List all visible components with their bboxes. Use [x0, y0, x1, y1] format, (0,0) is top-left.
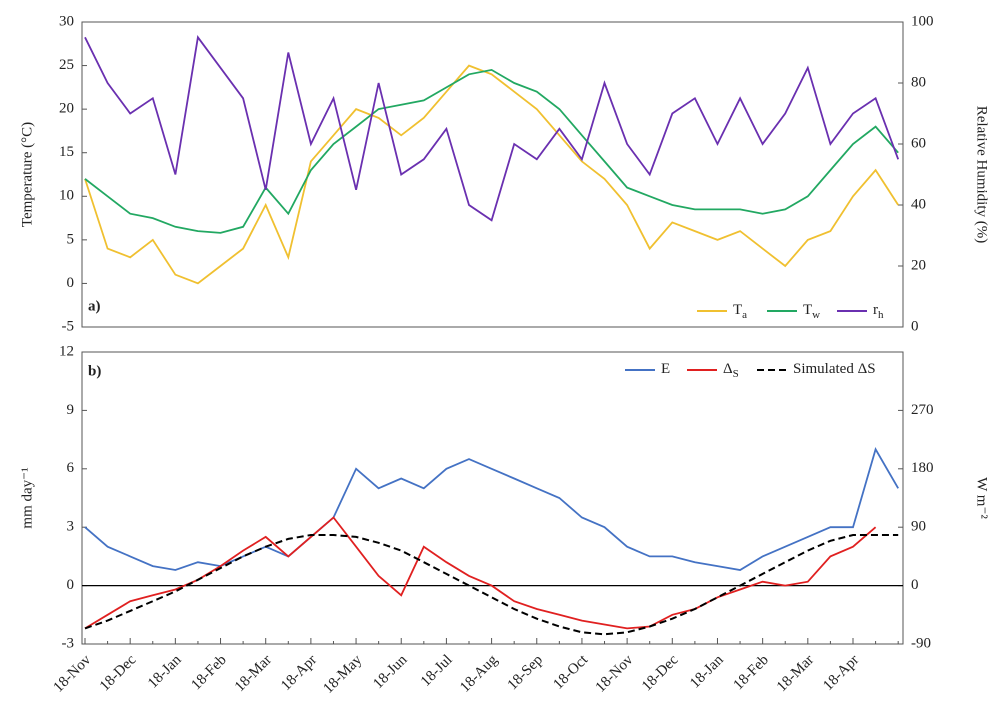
y-tick-label: 0 [67, 275, 75, 291]
series-line [84, 35, 900, 222]
legend-text: Δ [723, 361, 733, 377]
y-tick-label: 25 [59, 57, 74, 73]
y2-tick-label: 0 [911, 318, 919, 334]
x-tick-label: 18-May [320, 652, 365, 697]
panel-label: a) [88, 298, 101, 314]
y2-axis-label: Relative Humidity (%) [974, 106, 988, 243]
x-tick-label: 18-Jan [145, 652, 185, 692]
legend-text: Simulated ΔS [793, 361, 876, 377]
series-line [84, 64, 899, 285]
legend-text: T [733, 302, 742, 318]
legend-text: r [873, 302, 878, 318]
y-axis-label: Temperature (°C) [19, 122, 35, 227]
x-tick-label: 18-Nov [593, 652, 637, 696]
y-tick-label: 15 [59, 144, 74, 160]
legend-label: rh [873, 302, 884, 320]
y2-tick-label: 80 [911, 74, 926, 90]
x-tick-label: 18-Mar [774, 652, 817, 695]
legend-label: Ta [733, 302, 747, 320]
y-tick-label: -5 [62, 318, 75, 334]
y2-axis-label: W m⁻² [974, 477, 988, 519]
legend-label: E [661, 361, 670, 377]
panel-label: b) [88, 363, 101, 379]
y2-tick-label: 20 [911, 257, 926, 273]
x-tick-label: 18-Nov [51, 652, 95, 696]
x-tick-label: 18-Feb [731, 652, 772, 693]
plot-frame [81, 21, 904, 328]
legend-subscript: S [733, 368, 739, 380]
x-tick-label: 18-Oct [550, 651, 591, 692]
legend-label: ΔS [723, 361, 739, 379]
y2-tick-label: 100 [911, 13, 934, 29]
plot-frame [81, 351, 904, 645]
legend-text: E [661, 361, 670, 377]
x-tick-label: 18-Aug [457, 652, 501, 696]
series-line [84, 68, 899, 234]
x-tick-label: 18-Mar [232, 652, 275, 695]
y2-tick-label: 0 [911, 577, 919, 593]
y-tick-label: 5 [67, 231, 75, 247]
y-tick-label: 30 [59, 13, 74, 29]
legend-subscript: h [878, 309, 884, 321]
legend-subscript: a [742, 309, 747, 321]
y2-tick-label: 60 [911, 135, 926, 151]
legend-text: T [803, 302, 812, 318]
y2-tick-label: 40 [911, 196, 926, 212]
legend-subscript: w [812, 309, 820, 321]
y2-tick-label: 90 [911, 519, 926, 535]
x-tick-label: 18-Apr [820, 652, 862, 694]
legend-label: Tw [803, 302, 820, 320]
y-tick-label: 10 [59, 188, 74, 204]
y2-tick-label: 180 [911, 460, 934, 476]
y-tick-label: 6 [67, 460, 75, 476]
y-tick-label: 20 [59, 101, 74, 117]
series-line [84, 516, 877, 630]
x-tick-label: 18-Apr [278, 652, 320, 694]
x-tick-label: 18-Dec [97, 652, 140, 695]
y-tick-label: -3 [62, 635, 75, 651]
x-tick-label: 18-Dec [639, 652, 682, 695]
series-line [84, 447, 899, 571]
y-tick-label: 3 [67, 519, 75, 535]
series-line [84, 534, 899, 636]
x-tick-label: 18-Jul [418, 652, 456, 690]
legend-label: Simulated ΔS [793, 361, 876, 377]
y-axis-label: mm day⁻¹ [19, 467, 35, 528]
x-tick-label: 18-Feb [188, 652, 229, 693]
y-tick-label: 12 [59, 343, 74, 359]
y2-tick-label: -90 [911, 635, 931, 651]
y-tick-label: 0 [67, 577, 75, 593]
y-tick-label: 9 [67, 402, 75, 418]
x-tick-label: 18-Sep [505, 652, 546, 693]
x-tick-label: 18-Jan [687, 652, 727, 692]
y2-tick-label: 270 [911, 402, 934, 418]
x-tick-label: 18-Jun [370, 652, 411, 693]
